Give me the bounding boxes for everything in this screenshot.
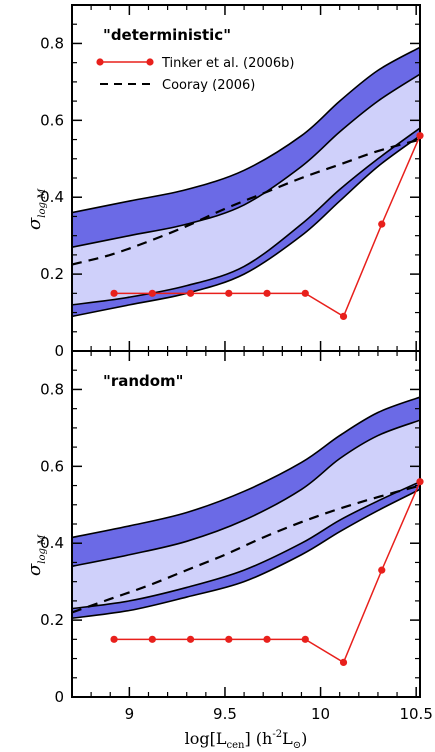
outer-band-lower-edge-random	[72, 488, 420, 619]
inner-band-lower-edge-deterministic	[72, 127, 420, 306]
cooray-dashed-line-random	[72, 484, 420, 614]
y-tick-label-deterministic-4: 0.8	[40, 34, 64, 52]
y-axis-label-deterministic: σlog M	[24, 188, 48, 230]
cooray-dashed-line-deterministic	[72, 138, 420, 266]
tinker-point-deterministic-6	[339, 312, 348, 320]
y-tick-label-random-2: 0.4	[40, 534, 64, 552]
x-axis-label-close: )	[301, 729, 307, 748]
inner-band-random	[72, 420, 420, 609]
y-tick-label-random-0: 0	[54, 688, 64, 706]
tinker-point-deterministic-7	[378, 220, 386, 228]
tinker-point-random-3	[225, 635, 233, 643]
x-axis-label-end: L	[282, 729, 293, 748]
panel-random: 00.20.40.60.89 9.5 10 10.5 "random" σlog M …	[24, 350, 433, 751]
outer-band-lower-edge-deterministic	[72, 135, 420, 318]
y-tick-label-random-3: 0.6	[40, 457, 64, 475]
tinker-point-deterministic-3	[225, 289, 233, 297]
x-axis-label-tail: ] (h	[244, 729, 272, 748]
tinker-point-random-5	[301, 635, 309, 643]
x-tick-label-random-0: 9	[125, 705, 135, 723]
plot-area-deterministic	[72, 46, 420, 318]
y-tick-label-deterministic-2: 0.4	[40, 188, 64, 206]
plot-clip-deterministic	[72, 46, 420, 318]
outer-band-upper-edge-random	[72, 396, 420, 539]
plot-clip-random	[72, 396, 420, 619]
x-axis-label-sup: -2	[272, 729, 282, 740]
y-axis-subscript-random: log M	[37, 534, 48, 564]
tinker-point-deterministic-2	[186, 289, 195, 297]
y-tick-label-random-4: 0.8	[40, 380, 64, 398]
panel-deterministic: 0 0.2 0.4 0.6 0.8 "deterministic" Tinker et …	[24, 4, 424, 360]
x-tick-label-random-1: 9.5	[213, 705, 237, 723]
y-tick-label-deterministic-3: 0.6	[40, 111, 64, 129]
y-tick-label-deterministic-1: 0.2	[40, 265, 64, 283]
x-axis-label-sub: cen	[227, 740, 246, 751]
tinker-point-random-2	[186, 635, 195, 643]
legend-label-cooray: Cooray (2006)	[162, 78, 255, 93]
tinker-point-random-4	[263, 635, 271, 643]
legend-marker-tinker-right	[146, 58, 154, 66]
tinker-point-deterministic-4	[263, 289, 271, 297]
y-tick-label-random-1: 0.2	[40, 611, 64, 629]
x-tick-label-random-2: 10	[311, 705, 330, 723]
tinker-point-random-1	[148, 635, 156, 643]
tinker-point-deterministic-8	[416, 132, 424, 140]
panel-label-deterministic: "deterministic"	[103, 26, 231, 44]
panel-label-random: "random"	[103, 372, 184, 390]
y-axis-symbol-deterministic: σ	[24, 217, 45, 230]
tinker-point-random-6	[339, 658, 348, 667]
plot-area-random	[72, 396, 420, 619]
ticks-random: 0 0.2 0.4 0.6 0.8 9 9.5 10 10.5	[40, 350, 433, 723]
outer-band-upper-edge-deterministic	[72, 46, 420, 214]
tinker-point-deterministic-1	[148, 289, 156, 297]
legend: Tinker et al. (2006b) Cooray (2006)	[96, 56, 294, 93]
inner-band-lower-edge-random	[72, 480, 420, 610]
inner-band-upper-edge-random	[72, 419, 420, 568]
y-axis-symbol-random: σ	[24, 563, 45, 576]
tinker-point-random-8	[416, 478, 424, 486]
y-tick-label-deterministic-0: 0	[54, 342, 64, 360]
tinker-point-random-0	[110, 635, 118, 643]
inner-band-upper-edge-deterministic	[72, 73, 420, 248]
legend-label-tinker: Tinker et al. (2006b)	[161, 56, 294, 71]
tinker-point-deterministic-5	[301, 289, 309, 297]
x-axis-label: log[Lcen] (h-2L⊙)	[185, 729, 308, 751]
inner-band-deterministic	[72, 74, 420, 305]
x-axis-label-main: log[L	[185, 729, 227, 748]
tinker-point-random-7	[378, 566, 386, 574]
y-axis-subscript-deterministic: log M	[37, 188, 48, 218]
x-tick-label-random-3: 10.5	[399, 705, 432, 723]
tinker-point-deterministic-0	[110, 289, 118, 297]
legend-marker-tinker-left	[96, 58, 104, 66]
y-axis-label-random: σlog M	[24, 534, 48, 576]
x-axis-label-sun: ⊙	[293, 740, 301, 751]
